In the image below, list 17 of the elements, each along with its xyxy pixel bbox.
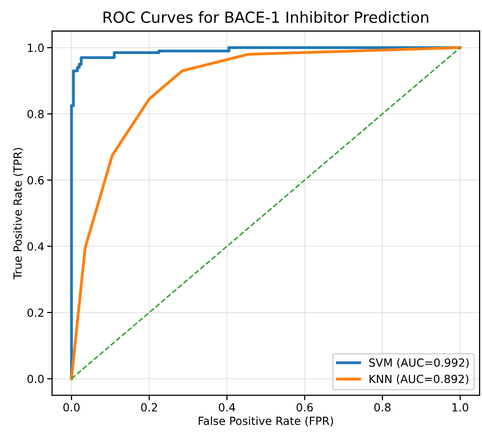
y-tick-label: 0.6 [27, 176, 44, 184]
legend-label: KNN (AUC=0.892) [370, 374, 468, 384]
legend-label: SVM (AUC=0.992) [369, 358, 469, 368]
y-tick-label: 0.0 [27, 374, 44, 384]
x-tick-label: 0.8 [374, 403, 390, 412]
x-tick-label: 0.0 [63, 403, 80, 412]
chart-title: ROC Curves for BACE-1 Inhibitor Prediction [104, 11, 428, 23]
y-tick-label: 1.0 [28, 44, 44, 52]
x-tick-label: 0.4 [218, 403, 236, 412]
y-tick-label: 0.4 [27, 242, 44, 251]
y-tick-label: 0.2 [27, 308, 44, 317]
y-axis-title: True Positive Rate (TPR) [13, 148, 24, 280]
x-tick-label: 1.0 [452, 403, 468, 412]
x-tick-label: 0.6 [296, 403, 313, 412]
x-tick-label: 0.2 [141, 403, 157, 412]
y-tick-label: 0.8 [27, 110, 44, 118]
x-axis-title: False Positive Rate (FPR) [198, 416, 334, 426]
